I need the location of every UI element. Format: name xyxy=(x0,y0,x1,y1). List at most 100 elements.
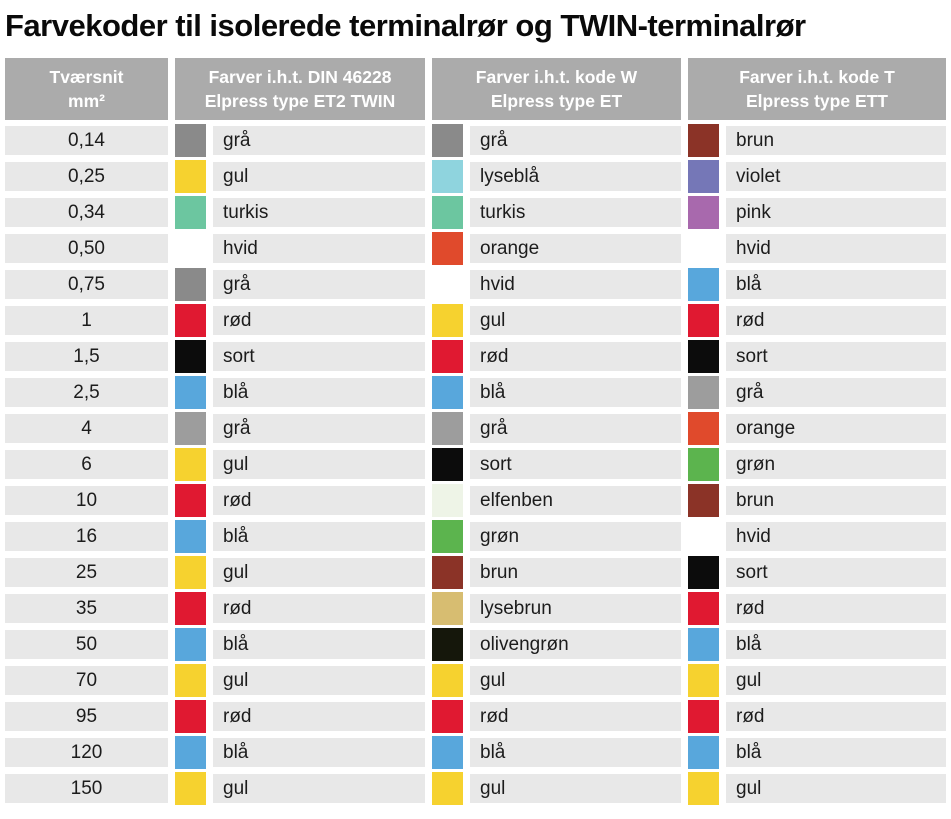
color-name-kode-t: sort xyxy=(726,342,946,371)
color-swatch-din46228 xyxy=(175,340,206,373)
color-name-din46228: blå xyxy=(213,378,425,407)
header-cross-section: Tværsnit mm² xyxy=(5,58,168,120)
table-body: 0,14 grå grå brun 0,25 gul lyseblå viole… xyxy=(5,124,946,805)
color-name-din46228: turkis xyxy=(213,198,425,227)
color-swatch-kode-w xyxy=(432,448,463,481)
color-name-kode-w: orange xyxy=(470,234,681,263)
color-name-kode-w: rød xyxy=(470,702,681,731)
table-row: 4 grå grå orange xyxy=(5,412,946,445)
header-line: Elpress type ET xyxy=(490,91,623,111)
color-name-kode-w: elfenben xyxy=(470,486,681,515)
color-swatch-din46228 xyxy=(175,736,206,769)
table-header-row: Tværsnit mm² Farver i.h.t. DIN 46228 Elp… xyxy=(5,58,946,120)
color-swatch-din46228 xyxy=(175,196,206,229)
cross-section-value: 150 xyxy=(5,774,168,803)
header-kode-w: Farver i.h.t. kode W Elpress type ET xyxy=(432,58,681,120)
color-swatch-din46228 xyxy=(175,700,206,733)
color-name-din46228: gul xyxy=(213,774,425,803)
color-swatch-din46228 xyxy=(175,556,206,589)
cross-section-value: 0,34 xyxy=(5,198,168,227)
header-line: Elpress type ETT xyxy=(746,91,888,111)
color-swatch-din46228 xyxy=(175,376,206,409)
color-name-kode-t: brun xyxy=(726,126,946,155)
color-swatch-kode-t xyxy=(688,484,719,517)
color-name-kode-w: blå xyxy=(470,738,681,767)
table-row: 120 blå blå blå xyxy=(5,736,946,769)
color-name-kode-w: gul xyxy=(470,666,681,695)
cross-section-value: 70 xyxy=(5,666,168,695)
cross-section-value: 1,5 xyxy=(5,342,168,371)
table-row: 0,25 gul lyseblå violet xyxy=(5,160,946,193)
table-row: 25 gul brun sort xyxy=(5,556,946,589)
color-swatch-din46228 xyxy=(175,304,206,337)
color-swatch-kode-w xyxy=(432,736,463,769)
color-name-din46228: gul xyxy=(213,450,425,479)
color-swatch-kode-t xyxy=(688,376,719,409)
color-name-kode-t: blå xyxy=(726,630,946,659)
color-name-din46228: sort xyxy=(213,342,425,371)
color-name-din46228: blå xyxy=(213,630,425,659)
color-swatch-kode-t xyxy=(688,448,719,481)
color-name-kode-w: gul xyxy=(470,306,681,335)
header-line: Farver i.h.t. kode W xyxy=(475,67,638,87)
color-swatch-din46228 xyxy=(175,592,206,625)
color-swatch-kode-t xyxy=(688,664,719,697)
table-row: 1 rød gul rød xyxy=(5,304,946,337)
color-name-kode-w: gul xyxy=(470,774,681,803)
header-din46228: Farver i.h.t. DIN 46228 Elpress type ET2… xyxy=(175,58,425,120)
cross-section-value: 0,50 xyxy=(5,234,168,263)
color-swatch-kode-t xyxy=(688,304,719,337)
color-swatch-kode-w xyxy=(432,592,463,625)
cross-section-value: 16 xyxy=(5,522,168,551)
color-name-din46228: rød xyxy=(213,306,425,335)
color-name-din46228: rød xyxy=(213,594,425,623)
table-row: 70 gul gul gul xyxy=(5,664,946,697)
color-code-table: Tværsnit mm² Farver i.h.t. DIN 46228 Elp… xyxy=(5,58,946,805)
color-name-din46228: grå xyxy=(213,414,425,443)
color-name-din46228: gul xyxy=(213,666,425,695)
color-name-kode-w: rød xyxy=(470,342,681,371)
header-line: Elpress type ET2 TWIN xyxy=(204,91,396,111)
color-name-kode-w: sort xyxy=(470,450,681,479)
color-name-kode-w: lyseblå xyxy=(470,162,681,191)
color-name-din46228: blå xyxy=(213,522,425,551)
table-row: 0,50 hvid orange hvid xyxy=(5,232,946,265)
color-swatch-kode-w xyxy=(432,196,463,229)
table-row: 10 rød elfenben brun xyxy=(5,484,946,517)
color-name-din46228: rød xyxy=(213,486,425,515)
header-line: Farver i.h.t. kode T xyxy=(739,67,895,87)
color-swatch-kode-w xyxy=(432,160,463,193)
cross-section-value: 10 xyxy=(5,486,168,515)
table-row: 50 blå olivengrøn blå xyxy=(5,628,946,661)
table-row: 16 blå grøn hvid xyxy=(5,520,946,553)
color-swatch-din46228 xyxy=(175,160,206,193)
cross-section-value: 0,75 xyxy=(5,270,168,299)
color-swatch-kode-w xyxy=(432,376,463,409)
header-line: Farver i.h.t. DIN 46228 xyxy=(208,67,392,87)
table-row: 1,5 sort rød sort xyxy=(5,340,946,373)
table-row: 95 rød rød rød xyxy=(5,700,946,733)
color-name-kode-t: brun xyxy=(726,486,946,515)
color-swatch-kode-w xyxy=(432,268,463,301)
color-name-kode-w: olivengrøn xyxy=(470,630,681,659)
color-swatch-kode-w xyxy=(432,700,463,733)
color-name-kode-t: blå xyxy=(726,270,946,299)
color-swatch-kode-t xyxy=(688,268,719,301)
color-name-din46228: gul xyxy=(213,558,425,587)
color-swatch-kode-t xyxy=(688,340,719,373)
color-name-din46228: blå xyxy=(213,738,425,767)
color-swatch-kode-w xyxy=(432,556,463,589)
color-swatch-din46228 xyxy=(175,772,206,805)
color-name-kode-w: grå xyxy=(470,126,681,155)
color-swatch-kode-t xyxy=(688,196,719,229)
cross-section-value: 1 xyxy=(5,306,168,335)
color-name-kode-t: violet xyxy=(726,162,946,191)
color-name-kode-t: gul xyxy=(726,774,946,803)
color-swatch-din46228 xyxy=(175,232,206,265)
color-swatch-kode-t xyxy=(688,592,719,625)
color-name-kode-t: gul xyxy=(726,666,946,695)
color-name-kode-t: blå xyxy=(726,738,946,767)
color-name-kode-t: hvid xyxy=(726,522,946,551)
table-row: 6 gul sort grøn xyxy=(5,448,946,481)
color-name-kode-t: grøn xyxy=(726,450,946,479)
